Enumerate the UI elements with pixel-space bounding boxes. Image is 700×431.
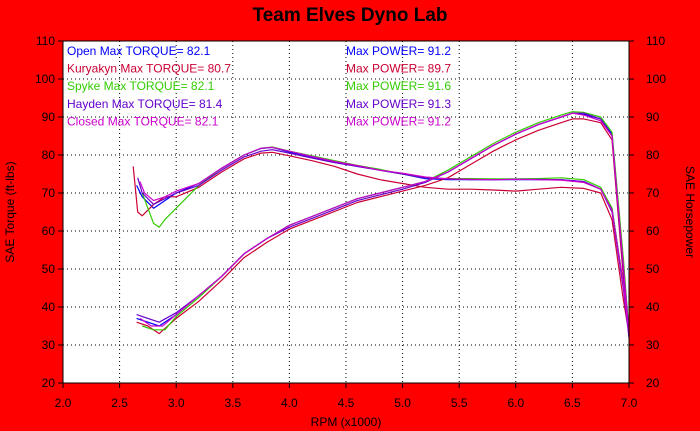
series-lines [132, 111, 630, 338]
x-tick-label: 2.5 [111, 396, 128, 410]
y-tick-label-left: 90 [42, 110, 56, 124]
y-tick-label-right: 110 [646, 34, 665, 48]
legend-torque-closed: Closed Max TORQUE= 82.1 [67, 114, 219, 128]
series-closed-power-line [139, 112, 630, 334]
y-tick-label-left: 40 [42, 300, 56, 314]
x-tick-label: 2.0 [55, 396, 72, 410]
y-tick-label-right: 40 [646, 300, 660, 314]
legend-power-open: Max POWER= 91.2 [346, 44, 451, 58]
y-tick-label-left: 110 [36, 34, 55, 48]
x-tick-label: 7.0 [621, 396, 638, 410]
y-tick-label-right: 80 [646, 148, 660, 162]
legend-power-closed: Max POWER= 91.2 [346, 114, 451, 128]
y-tick-label-right: 60 [646, 224, 660, 238]
chart-title: Team Elves Dyno Lab [253, 5, 448, 26]
y-tick-label-left: 30 [42, 338, 56, 352]
legend-torque-kuryakyn: Kuryakyn Max TORQUE= 80.7 [67, 62, 231, 76]
x-tick-label: 4.5 [338, 396, 355, 410]
y-tick-label-right: 30 [646, 338, 660, 352]
plot-frame [62, 40, 630, 384]
x-tick-label: 3.0 [168, 396, 185, 410]
x-tick-label: 5.0 [394, 396, 411, 410]
y-tick-label-right: 90 [646, 110, 660, 124]
x-axis-label: RPM (x1000) [311, 415, 382, 429]
y-tick-label-left: 100 [35, 72, 55, 86]
y-tick-label-left: 80 [42, 148, 56, 162]
y-tick-label-left: 70 [42, 186, 56, 200]
axes: 20 20 30 30 40 40 50 50 60 60 70 70 80 80 90 90 100 100 11… [35, 34, 666, 410]
x-tick-label: 3.5 [224, 396, 241, 410]
grid [63, 41, 629, 383]
legend-power-kuryakyn: Max POWER= 89.7 [346, 62, 451, 76]
legend-power-hayden: Max POWER= 91.3 [346, 97, 451, 111]
y-tick-label-right: 100 [646, 72, 666, 86]
y-tick-label-right: 50 [646, 262, 660, 276]
y-axis-label-left: SAE Torque (ft-lbs) [3, 161, 17, 262]
series-kuryakyn-power-line [136, 118, 630, 335]
legend-torque-open: Open Max TORQUE= 82.1 [67, 44, 211, 58]
series-closed-torque-line [139, 146, 630, 334]
y-tick-label-right: 20 [646, 376, 660, 390]
y-tick-label-left: 20 [42, 376, 56, 390]
x-tick-label: 5.5 [451, 396, 468, 410]
legend-power-spyke: Max POWER= 91.6 [346, 79, 451, 93]
series-kuryakyn-torque-line [132, 151, 630, 334]
y-axis-label-right: SAE Horsepower [683, 166, 697, 258]
x-tick-label: 6.5 [564, 396, 581, 410]
x-tick-label: 4.0 [281, 396, 298, 410]
y-tick-label-right: 70 [646, 186, 660, 200]
y-tick-label-left: 50 [42, 262, 56, 276]
legend: Open Max TORQUE= 82.1 Max POWER= 91.2 Kury… [67, 44, 451, 128]
y-tick-label-left: 60 [42, 224, 56, 238]
legend-torque-spyke: Spyke Max TORQUE= 82.1 [67, 79, 215, 93]
x-tick-label: 6.0 [507, 396, 524, 410]
legend-torque-hayden: Hayden Max TORQUE= 81.4 [67, 97, 223, 111]
